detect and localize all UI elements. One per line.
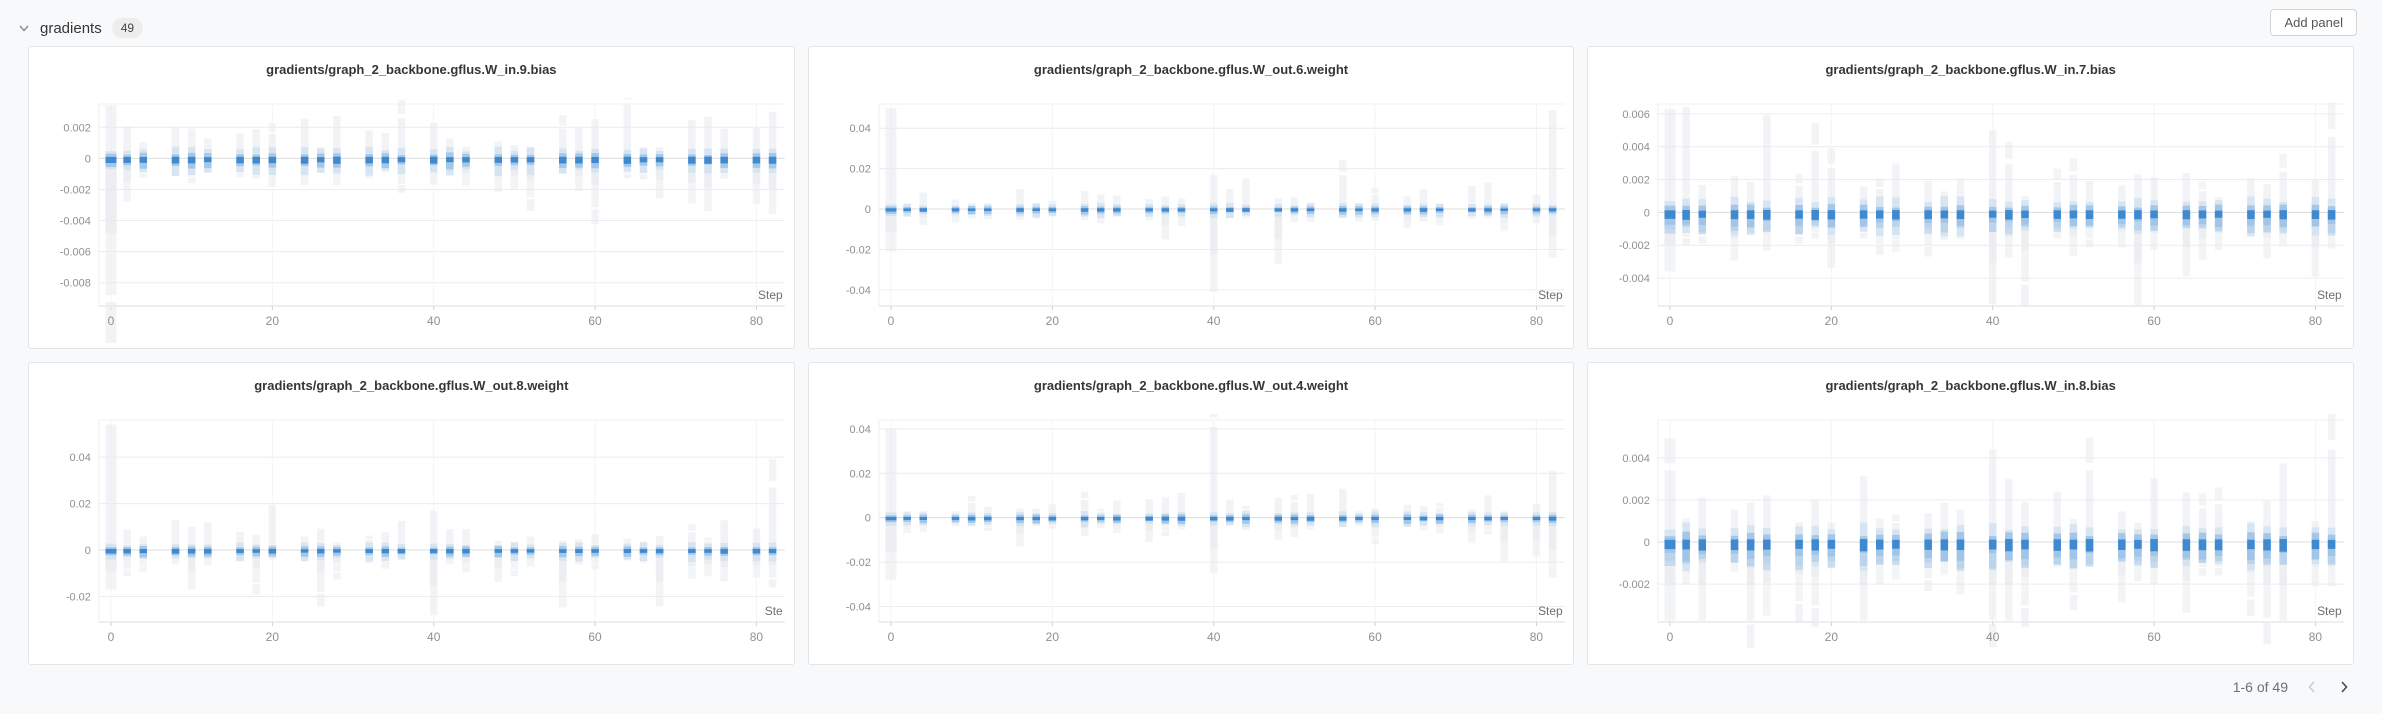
chart-panel[interactable]: gradients/graph_2_backbone.gflus.W_out.8…	[28, 362, 795, 665]
svg-text:40: 40	[427, 630, 441, 644]
chart-title: gradients/graph_2_backbone.gflus.W_out.8…	[254, 378, 569, 393]
pagination: 1-6 of 49	[0, 679, 2352, 695]
svg-text:40: 40	[427, 314, 441, 328]
svg-text:-0.002: -0.002	[1619, 240, 1650, 252]
svg-text:0.02: 0.02	[70, 499, 91, 511]
svg-text:0: 0	[108, 630, 115, 644]
svg-text:0.004: 0.004	[1623, 142, 1650, 154]
svg-text:-0.04: -0.04	[846, 601, 871, 613]
svg-text:-0.004: -0.004	[60, 216, 91, 228]
svg-text:-0.002: -0.002	[60, 184, 91, 196]
svg-text:20: 20	[1825, 314, 1839, 328]
svg-text:-0.02: -0.02	[846, 244, 871, 256]
svg-text:40: 40	[1207, 314, 1221, 328]
svg-text:0: 0	[1644, 537, 1650, 549]
svg-text:Step: Step	[1538, 604, 1563, 618]
section-count-badge: 49	[111, 18, 144, 38]
chart-panel[interactable]: gradients/graph_2_backbone.gflus.W_in.9.…	[28, 46, 795, 349]
svg-text:80: 80	[750, 630, 764, 644]
section-title: gradients	[40, 19, 102, 37]
chart-panel[interactable]: gradients/graph_2_backbone.gflus.W_in.7.…	[1587, 46, 2354, 349]
svg-text:-0.002: -0.002	[1619, 579, 1650, 591]
add-panel-button[interactable]: Add panel	[2270, 9, 2357, 36]
svg-text:-0.02: -0.02	[66, 591, 91, 603]
svg-text:0.04: 0.04	[849, 424, 870, 436]
svg-text:0.004: 0.004	[1623, 453, 1650, 465]
svg-text:-0.008: -0.008	[60, 278, 91, 290]
svg-text:0: 0	[85, 545, 91, 557]
chevron-left-icon	[2308, 681, 2315, 693]
gradient-histogram-chart: 0.04 0.02 0 -0.02 -0.04 0 20 40 60 80 Step	[846, 414, 1565, 644]
svg-text:0: 0	[1667, 314, 1674, 328]
svg-text:0.002: 0.002	[63, 122, 90, 134]
chart-title: gradients/graph_2_backbone.gflus.W_out.4…	[1033, 378, 1349, 393]
svg-text:80: 80	[750, 314, 764, 328]
svg-text:60: 60	[588, 630, 602, 644]
chart-title: gradients/graph_2_backbone.gflus.W_in.9.…	[266, 62, 557, 77]
gradient-histogram-chart: 0.04 0.02 0 -0.02 -0.04 0 20 40 60 80 Step	[846, 103, 1565, 328]
svg-text:0: 0	[1644, 207, 1650, 219]
chart-title: gradients/graph_2_backbone.gflus.W_in.7.…	[1825, 62, 2116, 77]
svg-text:Ste: Ste	[765, 604, 783, 618]
svg-text:0.02: 0.02	[849, 164, 870, 176]
svg-text:40: 40	[1207, 630, 1221, 644]
svg-text:0.006: 0.006	[1623, 109, 1650, 121]
gradient-histogram-chart: 0.004 0.002 0 -0.002 0 20 40 60 80 Step	[1619, 414, 2345, 649]
next-page-button[interactable]	[2336, 679, 2352, 695]
svg-text:60: 60	[588, 314, 602, 328]
svg-text:Step: Step	[758, 288, 783, 302]
svg-text:0: 0	[85, 153, 91, 165]
svg-text:60: 60	[2148, 630, 2162, 644]
chart-panel[interactable]: gradients/graph_2_backbone.gflus.W_in.8.…	[1587, 362, 2354, 665]
svg-text:20: 20	[1825, 630, 1839, 644]
svg-text:0: 0	[864, 204, 870, 216]
svg-text:Step: Step	[2317, 288, 2342, 302]
svg-text:20: 20	[266, 630, 280, 644]
svg-text:40: 40	[1986, 314, 2000, 328]
chart-title: gradients/graph_2_backbone.gflus.W_out.6…	[1033, 62, 1349, 77]
svg-text:Step: Step	[2317, 604, 2342, 618]
svg-text:0.002: 0.002	[1623, 495, 1650, 507]
svg-text:60: 60	[1368, 314, 1382, 328]
prev-page-button[interactable]	[2304, 679, 2320, 695]
chart-panel[interactable]: gradients/graph_2_backbone.gflus.W_out.4…	[807, 362, 1575, 665]
section-header: gradients 49 Add panel	[0, 0, 2382, 46]
svg-text:-0.02: -0.02	[846, 557, 871, 569]
svg-text:60: 60	[2148, 314, 2162, 328]
svg-text:0: 0	[887, 630, 894, 644]
svg-text:0.04: 0.04	[849, 123, 870, 135]
svg-text:0: 0	[887, 314, 894, 328]
section-collapse-button[interactable]	[14, 18, 34, 38]
chart-title: gradients/graph_2_backbone.gflus.W_in.8.…	[1825, 378, 2116, 393]
svg-text:20: 20	[1045, 314, 1059, 328]
svg-text:0.002: 0.002	[1623, 175, 1650, 187]
gradient-histogram-chart: 0.006 0.004 0.002 0 -0.002 -0.004 0 20 40 60 80 Ste…	[1619, 102, 2345, 328]
svg-text:80: 80	[1529, 314, 1543, 328]
svg-text:Step: Step	[1538, 288, 1563, 302]
svg-text:0: 0	[864, 513, 870, 525]
svg-text:80: 80	[2309, 630, 2323, 644]
gradient-histogram-chart: 0.002 0 -0.002 -0.004 -0.006 -0.008 0 20 40 60 80 S…	[60, 98, 785, 343]
chevron-right-icon	[2341, 681, 2348, 693]
chart-panel[interactable]: gradients/graph_2_backbone.gflus.W_out.6…	[807, 46, 1575, 349]
chevron-down-icon	[19, 25, 29, 32]
svg-text:20: 20	[266, 314, 280, 328]
svg-text:0: 0	[1667, 630, 1674, 644]
svg-text:-0.004: -0.004	[1619, 273, 1650, 285]
svg-text:0: 0	[108, 314, 115, 328]
svg-text:-0.04: -0.04	[846, 285, 871, 297]
panel-grid: gradients/graph_2_backbone.gflus.W_in.9.…	[28, 46, 2354, 665]
svg-text:60: 60	[1368, 630, 1382, 644]
page-range-label: 1-6 of 49	[2232, 679, 2288, 695]
svg-text:20: 20	[1045, 630, 1059, 644]
svg-text:80: 80	[2309, 314, 2323, 328]
svg-text:0.02: 0.02	[849, 468, 870, 480]
svg-text:40: 40	[1986, 630, 2000, 644]
svg-text:-0.006: -0.006	[60, 247, 91, 259]
svg-text:80: 80	[1529, 630, 1543, 644]
svg-text:0.04: 0.04	[70, 452, 91, 464]
